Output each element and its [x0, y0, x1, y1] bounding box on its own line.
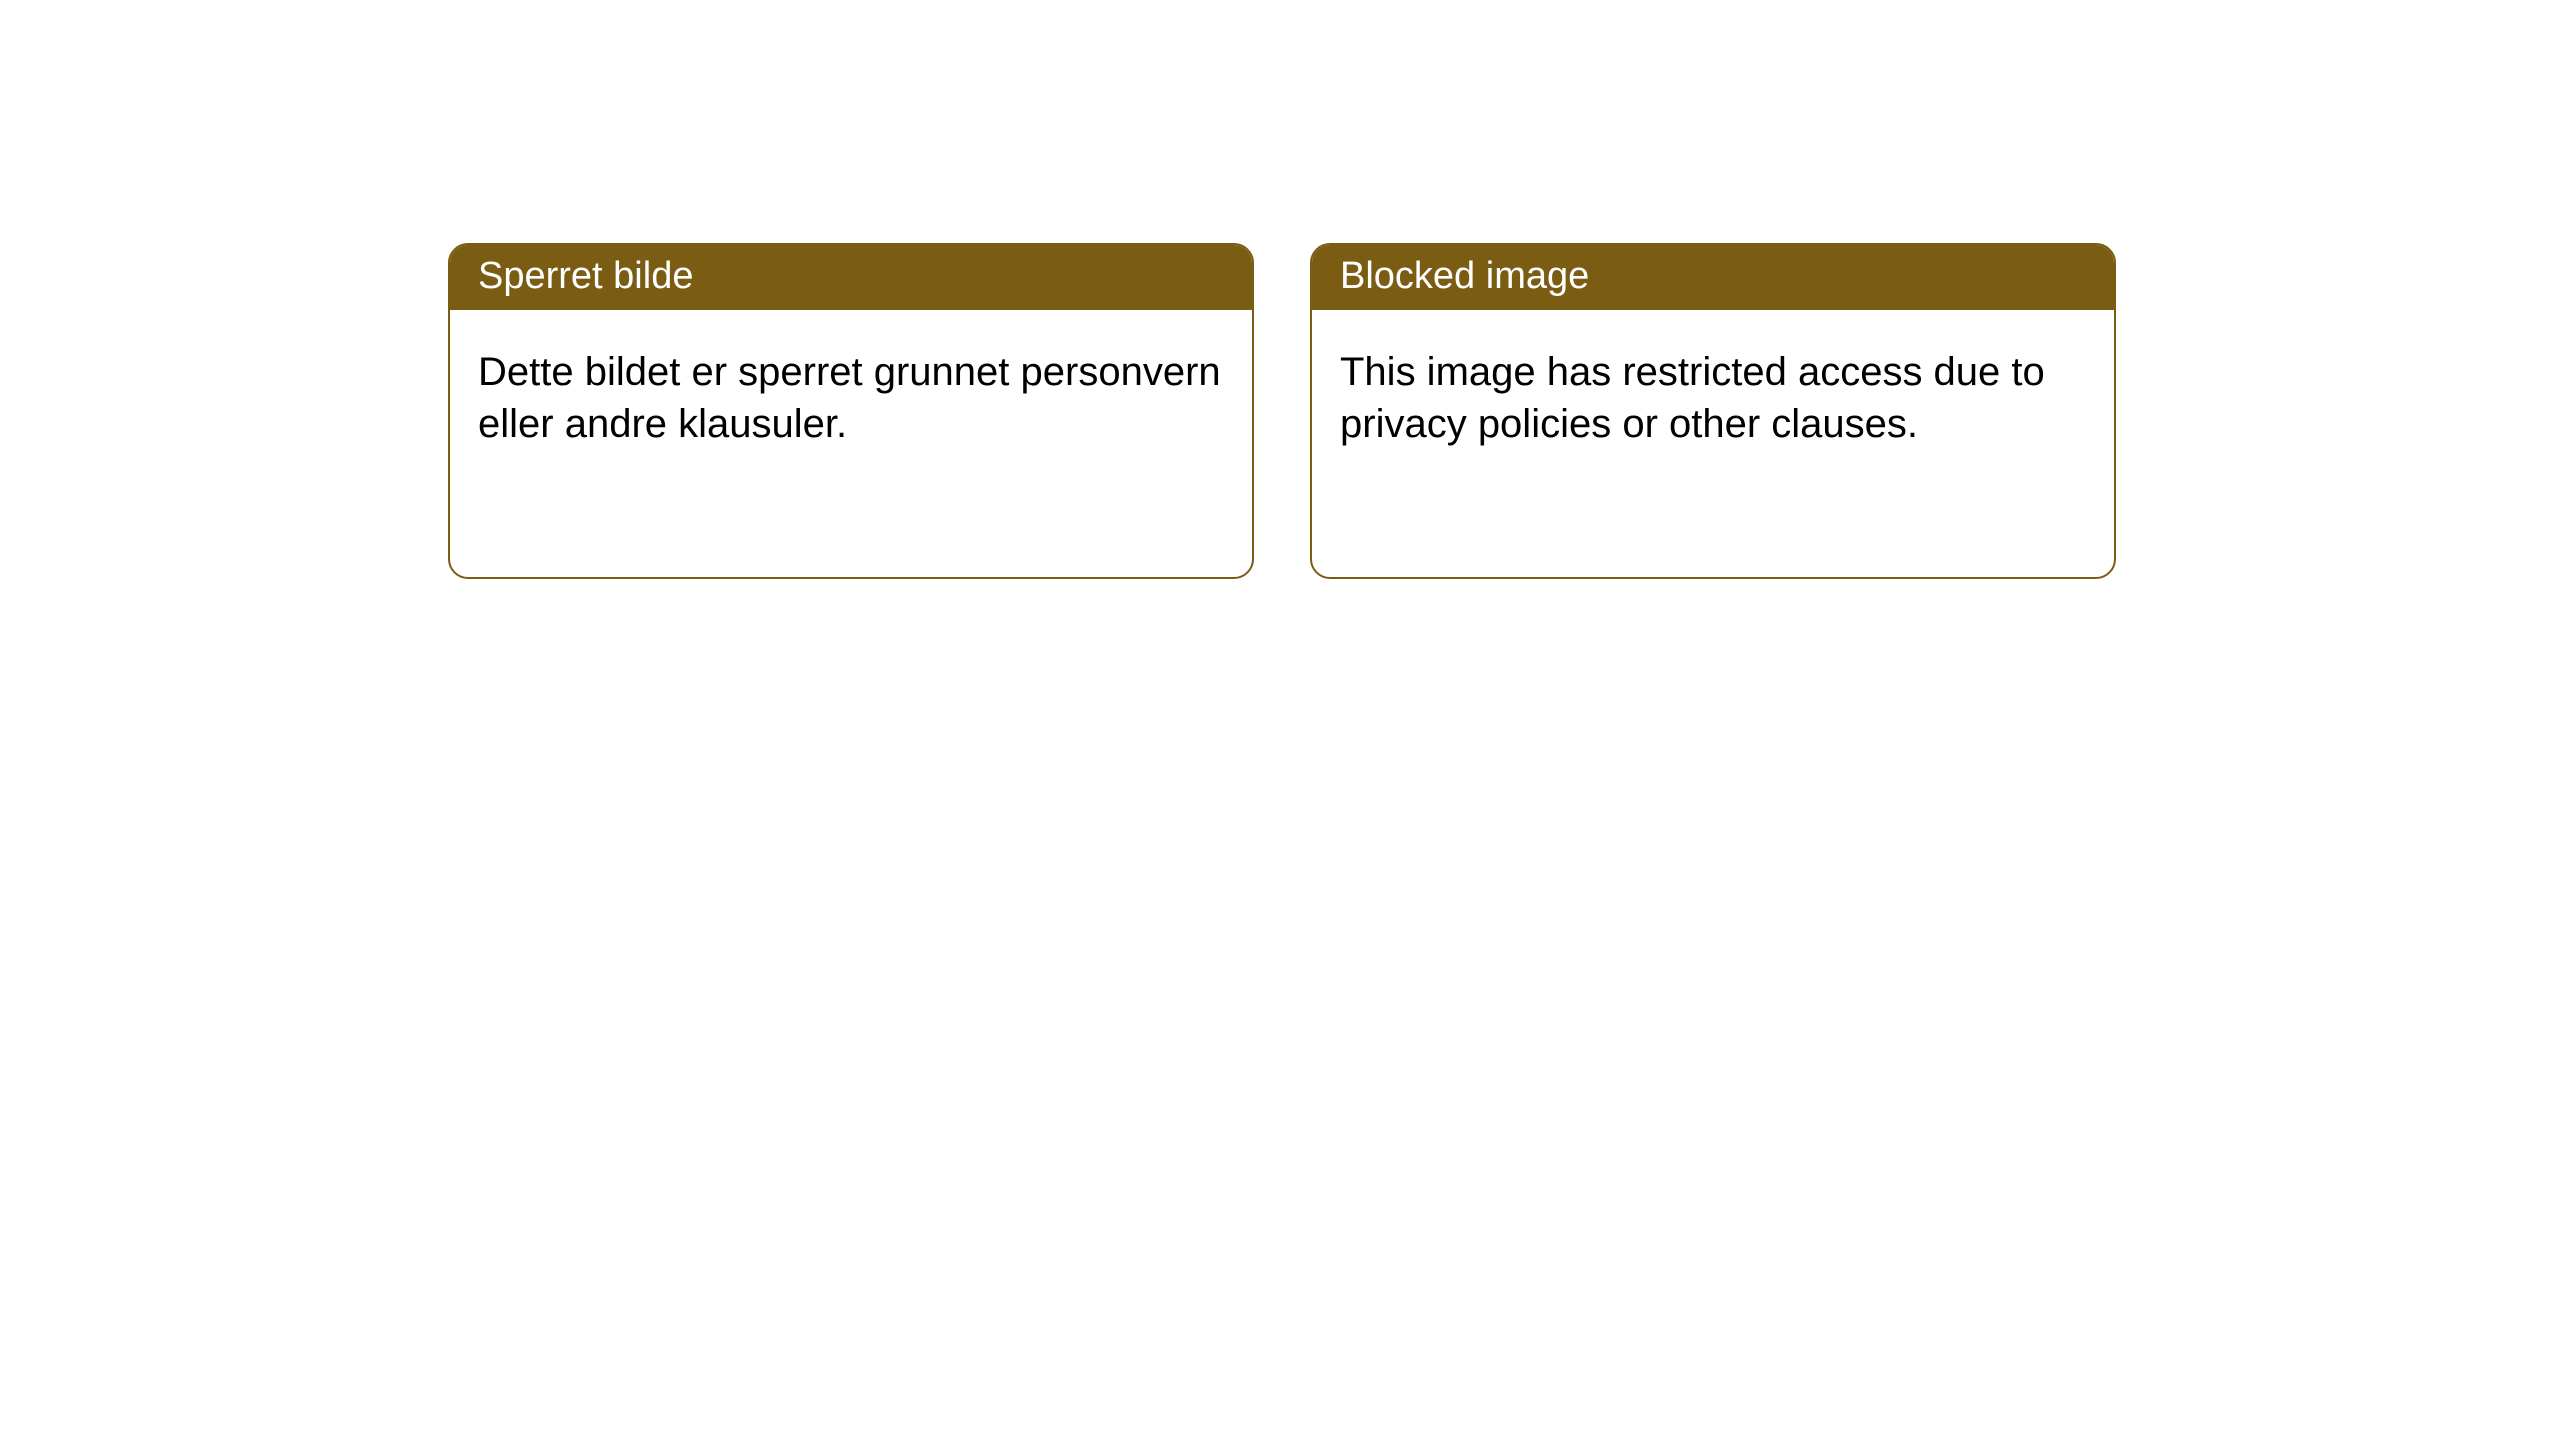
- notice-header: Sperret bilde: [450, 245, 1252, 310]
- notice-header: Blocked image: [1312, 245, 2114, 310]
- notice-body: This image has restricted access due to …: [1312, 310, 2114, 486]
- notice-text: Dette bildet er sperret grunnet personve…: [478, 350, 1221, 446]
- notice-card-norwegian: Sperret bilde Dette bildet er sperret gr…: [448, 243, 1254, 579]
- notice-card-english: Blocked image This image has restricted …: [1310, 243, 2116, 579]
- notice-body: Dette bildet er sperret grunnet personve…: [450, 310, 1252, 486]
- notice-text: This image has restricted access due to …: [1340, 350, 2045, 446]
- notice-title: Blocked image: [1340, 255, 1589, 297]
- notice-title: Sperret bilde: [478, 255, 693, 297]
- notice-container: Sperret bilde Dette bildet er sperret gr…: [0, 0, 2560, 579]
